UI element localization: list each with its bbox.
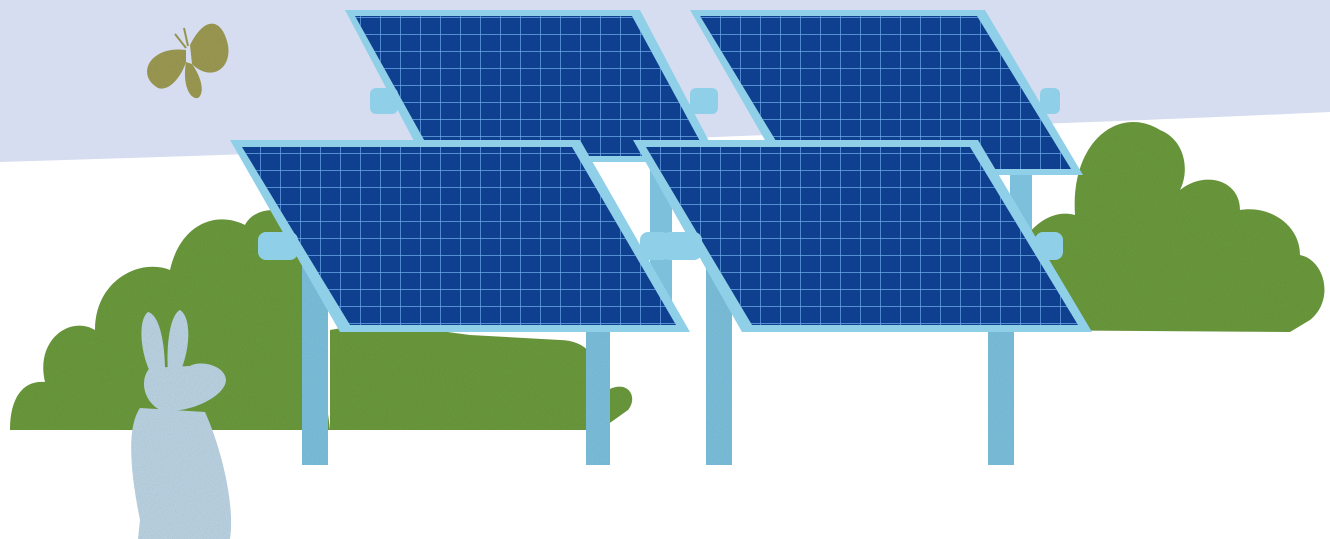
shrubs-left — [10, 210, 633, 430]
solar-panel-front-left — [230, 140, 690, 332]
rabbit-icon — [131, 310, 232, 539]
moth-icon — [147, 23, 229, 99]
solar-panel-back-left — [345, 10, 720, 162]
solar-panel-back-right — [690, 10, 1083, 175]
solar-panel-front-right — [633, 140, 1092, 332]
